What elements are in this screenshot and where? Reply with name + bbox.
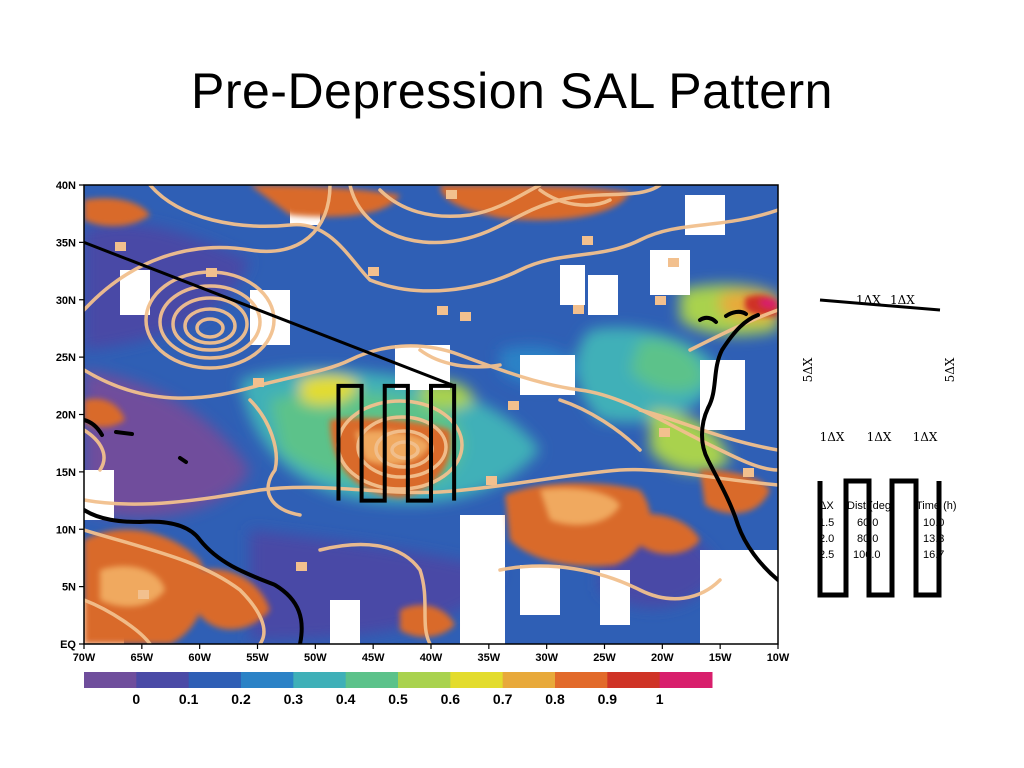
table-cell: 13.3 <box>923 533 944 545</box>
table-header-dist: Dist (deg) <box>847 500 895 512</box>
colorbar-tick-label: 0.7 <box>493 691 513 707</box>
y-axis: EQ 5N 10N 15N 20N 25N 30N 35N 40N <box>56 180 84 651</box>
x-tick-label: 15W <box>709 652 732 664</box>
coastlines <box>84 309 778 644</box>
y-tick-label: 15N <box>56 467 76 479</box>
colorbar-swatch <box>241 672 294 688</box>
colorbar-swatch <box>188 672 242 688</box>
map-field <box>84 185 778 644</box>
colorbar-swatch <box>555 672 608 688</box>
sal-chart: 70W 65W 60W 55W 50W 45W 40W 35W 30W 25W 20W 15W 10W … <box>56 180 957 707</box>
pattern-top-line <box>819 298 941 312</box>
storm-track-line <box>83 240 455 388</box>
table-cell: 1.5 <box>819 517 834 529</box>
colorbar-tick-label: 0.5 <box>388 691 408 707</box>
x-tick-label: 40W <box>420 652 443 664</box>
x-tick-label: 70W <box>73 652 96 664</box>
table-header-dx: ΔX <box>819 500 834 512</box>
x-tick-label: 20W <box>651 652 674 664</box>
pattern-top-label-2: 1ΔX <box>890 293 915 307</box>
lawnmower-track <box>817 478 942 598</box>
contour-label-markers <box>115 190 754 599</box>
pattern-bottom-label-3: 1ΔX <box>913 430 938 444</box>
x-tick-label: 60W <box>188 652 211 664</box>
table-cell: 100.0 <box>853 549 881 561</box>
pattern-side-label-right: 5ΔX <box>943 357 957 382</box>
x-tick-label: 35W <box>478 652 501 664</box>
pattern-bottom-label-2: 1ΔX <box>867 430 892 444</box>
colorbar-tick-label: 0.9 <box>598 691 618 707</box>
x-tick-label: 55W <box>246 652 269 664</box>
colorbar-swatch <box>345 672 399 688</box>
colorbar-swatch <box>607 672 661 688</box>
table-cell: 60.0 <box>857 517 878 529</box>
colorbar-tick-label: 0.1 <box>179 691 199 707</box>
table-cell: 2.0 <box>819 533 834 545</box>
x-tick-label: 10W <box>767 652 790 664</box>
y-tick-label: 30N <box>56 295 76 307</box>
flight-box <box>336 383 457 503</box>
pattern-bottom-label-1: 1ΔX <box>820 430 845 444</box>
flight-pattern-diagram: 1ΔX 1ΔX 5ΔX 5ΔX 1ΔX 1ΔX 1ΔX <box>801 293 957 598</box>
pattern-top-label-1: 1ΔX <box>856 293 881 307</box>
table-header-time: Time (h) <box>916 500 957 512</box>
colorbar-tick-label: 0.8 <box>545 691 565 707</box>
colorbar: 0 0.1 0.2 0.3 0.4 0.5 0.6 0.7 0.8 0.9 1 <box>84 672 713 707</box>
colorbar-tick-label: 0.4 <box>336 691 356 707</box>
colorbar-tick-label: 0.3 <box>284 691 304 707</box>
x-tick-label: 50W <box>304 652 327 664</box>
colorbar-tick-label: 1 <box>656 691 664 707</box>
colorbar-tick-label: 0.2 <box>231 691 251 707</box>
pattern-side-label-left: 5ΔX <box>801 357 815 382</box>
colorbar-tick-label: 0.6 <box>441 691 461 707</box>
x-tick-label: 25W <box>593 652 616 664</box>
slide-title: Pre-Depression SAL Pattern <box>190 63 833 119</box>
y-tick-label: 35N <box>56 237 76 249</box>
y-tick-label: 40N <box>56 180 76 192</box>
flight-box-track <box>336 383 457 503</box>
table-cell: 16.7 <box>923 549 944 561</box>
colorbar-tick-label: 0 <box>132 691 140 707</box>
colorbar-swatch <box>502 672 556 688</box>
colorbar-swatch <box>136 672 190 688</box>
colorbar-swatch <box>84 672 137 688</box>
pattern-table: ΔX Dist (deg) Time (h) 1.5 60.0 10.0 2.0… <box>819 500 957 561</box>
colorbar-swatch <box>450 672 504 688</box>
y-tick-label: 5N <box>62 582 76 594</box>
colorbar-swatch <box>293 672 347 688</box>
x-axis: 70W 65W 60W 55W 50W 45W 40W 35W 30W 25W 20W 15W 10W <box>73 644 790 664</box>
y-tick-label: 10N <box>56 524 76 536</box>
y-tick-label: 20N <box>56 410 76 422</box>
table-cell: 2.5 <box>819 549 834 561</box>
x-tick-label: 65W <box>131 652 154 664</box>
table-cell: 10.0 <box>923 517 944 529</box>
x-tick-label: 30W <box>535 652 558 664</box>
y-tick-label: EQ <box>60 639 76 651</box>
table-cell: 80.0 <box>857 533 878 545</box>
colorbar-swatch <box>398 672 451 688</box>
x-tick-label: 45W <box>362 652 385 664</box>
y-tick-label: 25N <box>56 352 76 364</box>
colorbar-swatch <box>659 672 713 688</box>
